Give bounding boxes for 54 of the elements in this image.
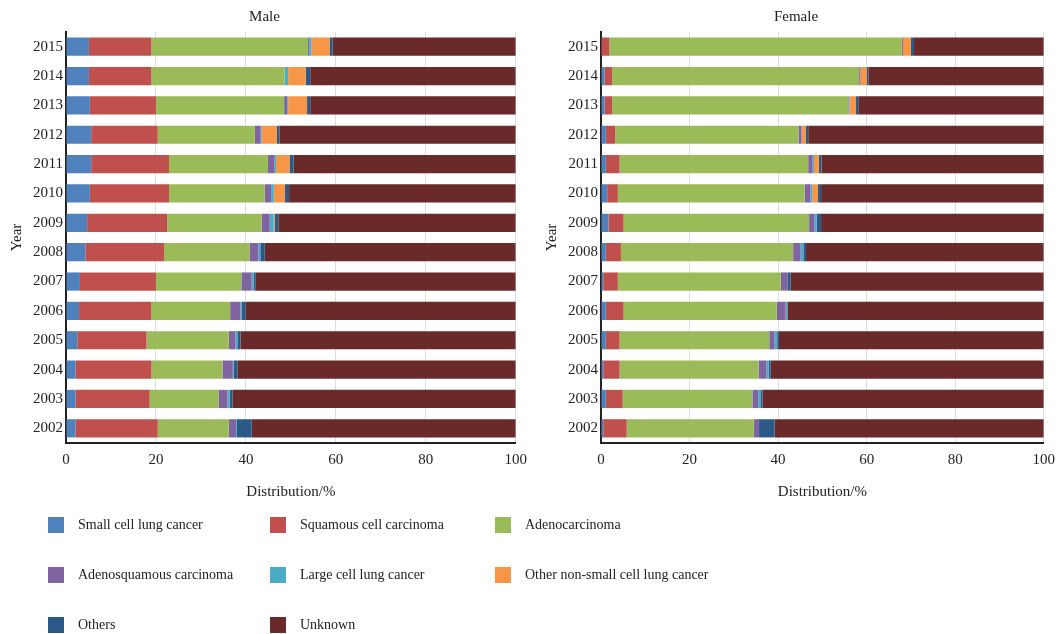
- y-tick-label: 2015: [33, 37, 63, 54]
- y-tick-label: 2012: [33, 125, 63, 142]
- x-tick-label: 20: [682, 450, 698, 467]
- y-tick-label: 2006: [33, 301, 64, 318]
- x-tick-label: 80: [947, 450, 963, 467]
- chart-title: Male: [249, 7, 281, 24]
- x-tick-label: 60: [328, 450, 344, 467]
- y-tick-label: 2014: [568, 66, 599, 83]
- x-tick-label: 40: [770, 450, 786, 467]
- y-tick-label: 2012: [568, 125, 598, 142]
- y-tick-label: 2007: [568, 272, 599, 289]
- legend-label: Adenocarcinoma: [525, 517, 621, 533]
- y-axis-title: Year: [542, 223, 559, 252]
- x-tick-label: 20: [148, 450, 164, 467]
- legend-label: Other non-small cell lung cancer: [525, 567, 709, 583]
- x-tick-label: 40: [238, 450, 254, 467]
- y-tick-label: 2008: [33, 243, 63, 260]
- x-tick-label: 100: [1032, 450, 1055, 467]
- y-tick-label: 2011: [568, 155, 598, 172]
- y-tick-label: 2013: [568, 96, 598, 113]
- y-tick-label: 2008: [568, 243, 598, 260]
- legend-label: Small cell lung cancer: [78, 517, 203, 533]
- legend-label: Squamous cell carcinoma: [300, 517, 444, 533]
- y-tick-label: 2010: [33, 184, 63, 201]
- x-tick-label: 0: [597, 450, 605, 467]
- y-tick-label: 2010: [568, 184, 598, 201]
- x-axis-title: Distribution/%: [777, 482, 867, 499]
- y-tick-label: 2002: [33, 419, 63, 436]
- chart-title: Female: [773, 7, 819, 24]
- y-tick-label: 2003: [33, 389, 63, 406]
- y-tick-label: 2006: [568, 301, 599, 318]
- x-axis-title: Distribution/%: [246, 482, 336, 499]
- y-tick-label: 2007: [33, 272, 64, 289]
- y-tick-label: 2004: [33, 360, 64, 377]
- legend-label: Others: [78, 617, 116, 633]
- legend-label: Unknown: [300, 617, 356, 633]
- x-tick-label: 100: [504, 450, 527, 467]
- y-tick-label: 2002: [568, 419, 598, 436]
- y-tick-label: 2004: [568, 360, 599, 377]
- legend-label: Adenosquamous carcinoma: [78, 567, 234, 583]
- y-axis-title: Year: [7, 223, 24, 252]
- x-tick-label: 60: [859, 450, 875, 467]
- y-tick-label: 2015: [568, 37, 598, 54]
- y-tick-label: 2011: [33, 155, 63, 172]
- y-tick-label: 2003: [568, 389, 598, 406]
- y-tick-label: 2009: [33, 213, 63, 230]
- legend-label: Large cell lung cancer: [300, 567, 425, 583]
- x-tick-label: 80: [418, 450, 434, 467]
- x-tick-label: 0: [62, 450, 70, 467]
- y-tick-label: 2013: [33, 96, 63, 113]
- y-tick-label: 2005: [33, 331, 63, 348]
- y-tick-label: 2009: [568, 213, 598, 230]
- y-tick-label: 2005: [568, 331, 598, 348]
- y-tick-label: 2014: [33, 66, 64, 83]
